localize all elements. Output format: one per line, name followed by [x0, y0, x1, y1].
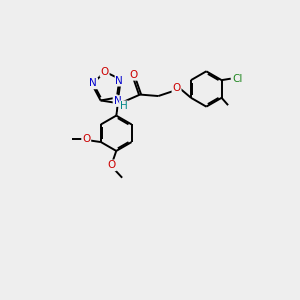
- Text: H: H: [120, 101, 128, 111]
- Text: N: N: [116, 76, 123, 86]
- Text: O: O: [100, 67, 109, 76]
- Text: O: O: [108, 160, 116, 170]
- Text: O: O: [82, 134, 90, 144]
- Text: O: O: [129, 70, 138, 80]
- Text: N: N: [89, 78, 97, 88]
- Text: Cl: Cl: [232, 74, 242, 84]
- Text: N: N: [113, 96, 121, 106]
- Text: O: O: [172, 83, 181, 93]
